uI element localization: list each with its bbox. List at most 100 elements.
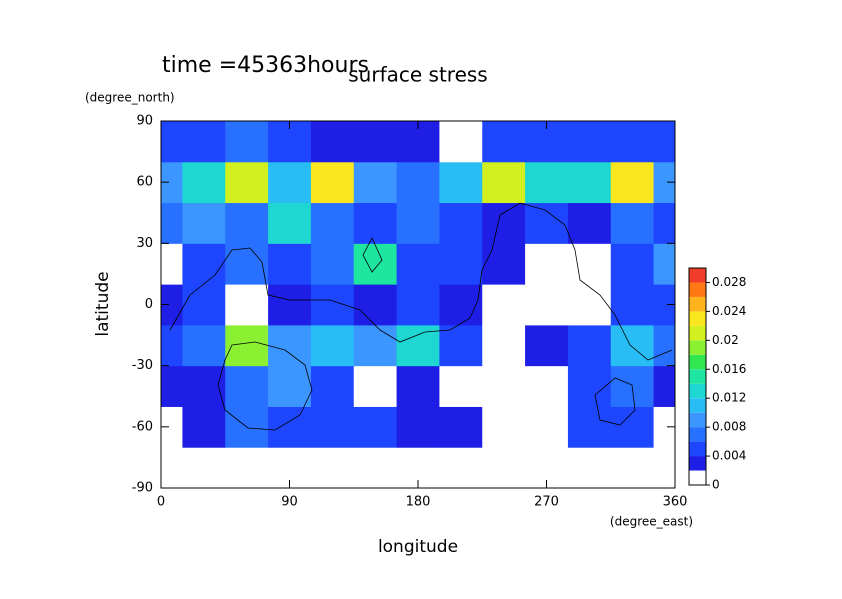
colorbar-tick-label: 0.004 xyxy=(712,449,746,463)
contour-cell xyxy=(310,243,355,285)
colorbar: 0 0.004 0.008 0.012 0.016 0.02 0.024 0.028 xyxy=(688,267,746,492)
contour-cell xyxy=(567,121,612,163)
colorbar-swatch xyxy=(689,441,706,457)
contour-cell xyxy=(353,121,398,163)
contour-cell xyxy=(653,202,675,244)
contour-cell xyxy=(161,365,183,407)
contour-cell xyxy=(161,121,183,163)
contour-cell xyxy=(482,447,526,488)
contour-cell xyxy=(653,161,675,204)
contour-cell xyxy=(225,447,269,488)
contour-cell xyxy=(610,406,655,448)
chart-title: surface stress xyxy=(348,63,487,87)
contour-cell xyxy=(610,161,655,204)
contour-cell xyxy=(182,406,226,448)
colorbar-tick-label: 0.016 xyxy=(712,362,746,376)
contour-cell xyxy=(225,121,269,163)
contour-cell xyxy=(310,447,355,488)
contour-cell xyxy=(353,406,398,448)
contour-cell xyxy=(182,243,226,285)
contour-cell xyxy=(353,243,398,285)
colorbar-swatch xyxy=(689,296,706,312)
colorbar-swatch xyxy=(689,470,706,485)
contour-cell xyxy=(310,365,355,407)
contour-cell xyxy=(353,202,398,244)
contour-cell xyxy=(268,284,312,326)
colorbar-swatch xyxy=(689,340,706,355)
contour-cell xyxy=(353,161,398,204)
contour-cell xyxy=(525,365,569,407)
x-tick-label: 0 xyxy=(157,495,165,510)
contour-cell xyxy=(482,161,526,204)
contour-cell xyxy=(268,324,312,367)
contour-cell xyxy=(268,243,312,285)
contour-cell xyxy=(161,161,183,204)
contour-cell xyxy=(439,447,483,488)
contour-cell xyxy=(567,365,612,407)
contour-cell xyxy=(396,202,440,244)
y-tick-label: 30 xyxy=(136,236,153,251)
contour-cell xyxy=(439,324,483,367)
contour-cell xyxy=(396,284,440,326)
contour-cell xyxy=(567,406,612,448)
x-tick-label: 90 xyxy=(281,495,298,510)
contour-cell xyxy=(653,406,675,448)
y-tick-label: -60 xyxy=(132,419,153,434)
contour-cell xyxy=(525,243,569,285)
contour-cell xyxy=(353,365,398,407)
x-axis-label: longitude xyxy=(378,537,458,557)
colorbar-swatch xyxy=(689,398,706,413)
contour-cell xyxy=(525,284,569,326)
contour-cell xyxy=(482,365,526,407)
x-unit: (degree_east) xyxy=(610,515,693,529)
contour-cell xyxy=(225,284,269,326)
y-tick-label: -30 xyxy=(132,358,153,373)
contour-cell xyxy=(525,324,569,367)
contour-cell xyxy=(353,447,398,488)
contour-cell xyxy=(439,406,483,448)
contour-cell xyxy=(310,324,355,367)
contour-cell xyxy=(439,365,483,407)
contour-cell xyxy=(482,406,526,448)
colorbar-tick-label: 0.024 xyxy=(712,304,746,318)
colorbar-tick-label: 0.028 xyxy=(712,275,746,289)
y-tick-label: 60 xyxy=(136,175,153,190)
contour-cell xyxy=(482,121,526,163)
colorbar-swatch xyxy=(689,427,706,442)
contour-cell xyxy=(353,284,398,326)
contour-cell xyxy=(225,202,269,244)
contour-cell xyxy=(567,447,612,488)
contour-cell xyxy=(268,161,312,204)
contour-cell xyxy=(610,447,655,488)
contour-cell xyxy=(439,121,483,163)
contour-cell xyxy=(396,161,440,204)
y-unit: (degree_north) xyxy=(85,91,175,105)
contour-cell xyxy=(310,406,355,448)
contour-cell xyxy=(525,161,569,204)
contour-cell xyxy=(567,324,612,367)
contour-cell xyxy=(182,202,226,244)
contour-cell xyxy=(182,365,226,407)
colorbar-swatch xyxy=(689,456,706,471)
contour-cell xyxy=(182,284,226,326)
coastlines xyxy=(169,202,673,431)
contour-cell xyxy=(653,447,675,488)
contour-cell xyxy=(182,324,226,367)
contour-cell xyxy=(396,406,440,448)
colorbar-swatch xyxy=(689,412,706,428)
contour-cell xyxy=(310,202,355,244)
contour-cell xyxy=(653,365,675,407)
contour-cell xyxy=(161,284,183,326)
contour-cell xyxy=(610,121,655,163)
colorbar-tick-label: 0 xyxy=(712,478,720,492)
contour-cell xyxy=(225,365,269,407)
colorbar-swatch xyxy=(689,354,706,370)
contour-cell xyxy=(396,365,440,407)
contour-cell xyxy=(353,324,398,367)
contour-cell xyxy=(610,202,655,244)
contour-cell xyxy=(525,202,569,244)
contour-cell xyxy=(653,243,675,285)
x-tick-label: 180 xyxy=(406,495,431,510)
contour-cell xyxy=(610,284,655,326)
colorbar-swatch xyxy=(689,311,706,326)
